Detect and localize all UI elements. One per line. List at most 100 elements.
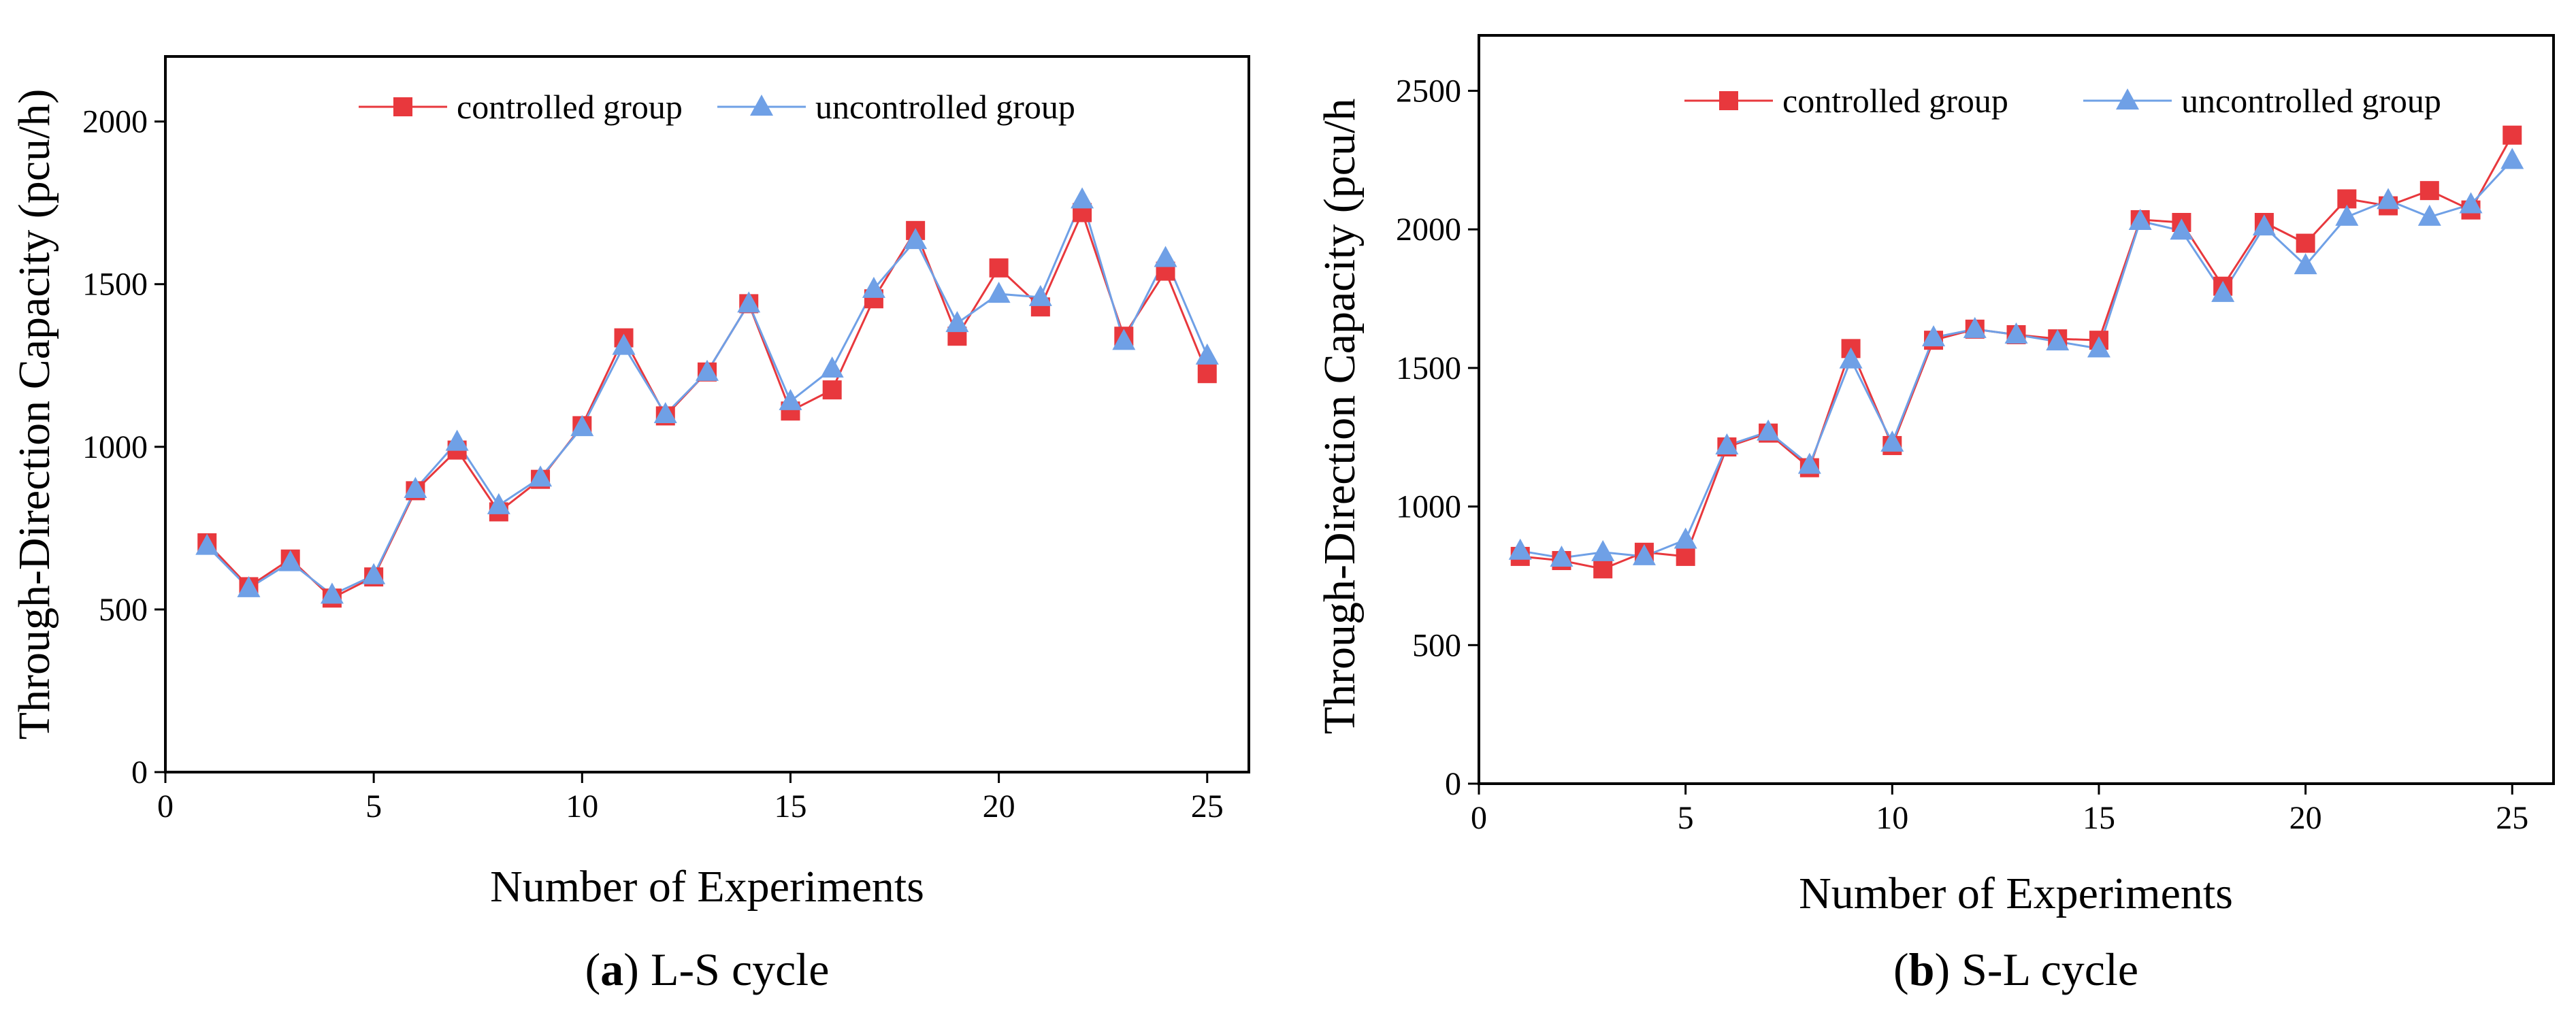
y-tick-label: 500 (99, 592, 148, 628)
controlled-group-point (822, 380, 842, 400)
controlled-group-point (2419, 181, 2439, 201)
uncontrolled-group-point (2252, 214, 2276, 236)
controlled-group-line (1520, 134, 2513, 570)
uncontrolled-group-point (2087, 336, 2110, 358)
x-tick-label: 0 (1471, 800, 1487, 836)
x-tick-label: 10 (1876, 800, 1908, 836)
caption-label: a (600, 944, 623, 995)
y-tick-label: 2500 (1396, 73, 1461, 109)
legend-uncontrolled-group-marker (750, 95, 773, 116)
y-tick-label: 2000 (1396, 212, 1461, 248)
y-tick-label: 1000 (1396, 489, 1461, 525)
uncontrolled-group-point (195, 533, 219, 555)
uncontrolled-group-line (206, 196, 1209, 597)
uncontrolled-group-point (2046, 329, 2070, 351)
caption-text: S-L cycle (1950, 944, 2138, 995)
uncontrolled-group-point (1963, 316, 1987, 338)
uncontrolled-group-point (2004, 322, 2028, 344)
uncontrolled-group-point (362, 563, 386, 584)
uncontrolled-group-point (1922, 325, 1946, 347)
y-axis-label: Through-Direction Capacity (pcu/h (1315, 99, 1365, 735)
x-tick-label: 15 (774, 788, 806, 824)
uncontrolled-group-point (987, 282, 1011, 303)
y-tick-label: 0 (131, 754, 148, 790)
uncontrolled-group-point (2128, 208, 2152, 230)
uncontrolled-group-point (1154, 246, 1177, 267)
uncontrolled-group-point (404, 476, 427, 498)
x-tick-label: 0 (157, 788, 174, 824)
y-tick-label: 2000 (82, 104, 148, 140)
y-tick-label: 1000 (82, 429, 148, 465)
y-tick-label: 1500 (82, 267, 148, 303)
controlled-group-line (206, 210, 1209, 600)
x-tick-label: 10 (566, 788, 598, 824)
uncontrolled-group-point (1715, 433, 1739, 454)
panel-b: 0 5 10 15 20 25 0 500 1000 1500 2000 2500 controlle… (1315, 34, 2555, 995)
uncontrolled-group-point (237, 576, 261, 597)
uncontrolled-group-point (737, 291, 761, 313)
y-axis-label: Through-Direction Capacity (pcu/h) (10, 89, 59, 740)
plot-frame (164, 55, 1250, 773)
x-tick-label: 5 (365, 788, 382, 824)
legend-controlled-group-marker (393, 97, 412, 116)
y-tick-label: 500 (1412, 627, 1461, 663)
controlled-group-point (989, 258, 1009, 278)
y-tick-label: 0 (1445, 766, 1461, 802)
panel-a: 0 5 10 15 20 25 0 500 1000 1500 2000 controlled gr… (10, 55, 1250, 995)
uncontrolled-group-point (445, 429, 469, 451)
controlled-group-point (1676, 546, 1695, 566)
panel-caption: (b) S-L cycle (1893, 944, 2138, 995)
uncontrolled-group-point (529, 465, 553, 487)
uncontrolled-group-point (1550, 545, 1574, 567)
uncontrolled-group-point (570, 415, 594, 437)
y-tick-label: 1500 (1396, 350, 1461, 386)
uncontrolled-group-point (1674, 527, 1697, 549)
x-tick-label: 25 (2496, 800, 2528, 836)
uncontrolled-group-point (1508, 538, 1532, 560)
legend-uncontrolled-group-label: uncontrolled group (815, 88, 1075, 126)
uncontrolled-group-point (2335, 204, 2359, 226)
legend: controlled group uncontrolled group (359, 88, 1075, 126)
legend-uncontrolled-group-label: uncontrolled group (2181, 82, 2441, 120)
uncontrolled-group-point (320, 582, 344, 604)
uncontrolled-group-point (278, 550, 302, 571)
x-tick-label: 20 (2289, 800, 2322, 836)
legend-controlled-group-label: controlled group (1782, 82, 2008, 120)
controlled-group-point (2296, 233, 2315, 253)
uncontrolled-group-point (1839, 347, 1863, 369)
uncontrolled-group-point (1071, 187, 1094, 209)
uncontrolled-group-point (820, 356, 844, 378)
controlled-group-point (1197, 364, 1217, 384)
uncontrolled-group-point (1028, 284, 1052, 306)
controlled-group-point (1593, 559, 1613, 579)
uncontrolled-group-point (945, 311, 969, 333)
uncontrolled-group-point (2211, 280, 2235, 302)
uncontrolled-group-point (612, 333, 636, 355)
x-tick-label: 5 (1678, 800, 1694, 836)
legend-uncontrolled-group-marker (2116, 88, 2139, 110)
uncontrolled-group-point (653, 402, 677, 423)
uncontrolled-group-point (1591, 539, 1615, 561)
uncontrolled-group-line (1520, 159, 2513, 559)
uncontrolled-group-point (1195, 343, 1219, 365)
uncontrolled-group-point (862, 276, 885, 298)
uncontrolled-group-point (2170, 218, 2194, 240)
x-axis-label: Number of Experiments (1799, 869, 2233, 918)
uncontrolled-group-point (1112, 329, 1136, 350)
plot-frame (1478, 34, 2555, 785)
uncontrolled-group-point (1632, 544, 1656, 565)
x-tick-label: 15 (2083, 800, 2115, 836)
x-tick-label: 20 (983, 788, 1015, 824)
legend-controlled-group-marker (1719, 91, 1738, 110)
uncontrolled-group-point (1880, 430, 1904, 452)
uncontrolled-group-point (779, 388, 802, 410)
uncontrolled-group-point (487, 493, 510, 514)
uncontrolled-group-point (2459, 192, 2483, 214)
uncontrolled-group-point (2377, 188, 2400, 210)
caption-text: L-S cycle (639, 944, 829, 995)
caption-label: b (1909, 944, 1935, 995)
uncontrolled-group-point (2500, 148, 2524, 169)
controlled-group-point (2502, 125, 2522, 145)
legend-controlled-group-label: controlled group (457, 88, 683, 126)
